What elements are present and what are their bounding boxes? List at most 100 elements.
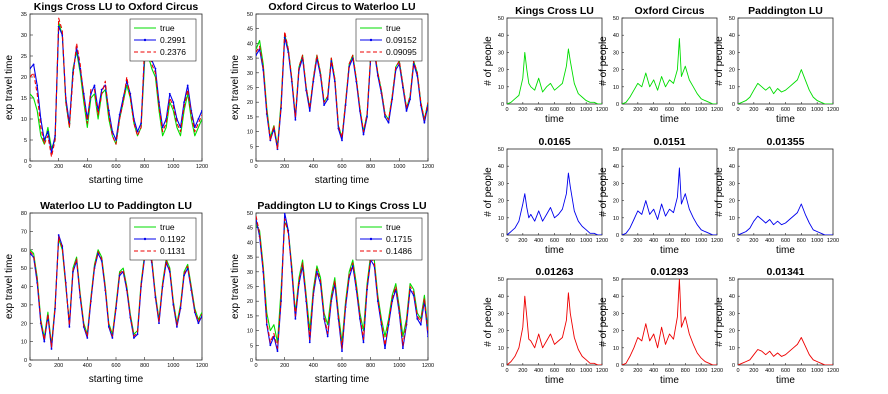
series-point — [402, 86, 404, 89]
plot-area — [737, 278, 834, 366]
chart-12: 0 200 400 600 800 1000 1200 0 10 20 30 40 50 0.01293 t… — [598, 266, 723, 386]
x-tick-label: 400 — [765, 238, 774, 244]
chart-13: 0 200 400 600 800 1000 1200 0 10 20 30 40 50 0.01341 t… — [714, 266, 839, 386]
y-tick-label: 5 — [250, 343, 253, 349]
series-point — [376, 300, 379, 303]
x-tick-label: 400 — [765, 368, 774, 374]
x-tick-label: 200 — [749, 107, 758, 113]
y-tick-label: 10 — [729, 216, 735, 222]
x-tick-label: 600 — [781, 368, 790, 374]
y-tick-label: 50 — [613, 277, 619, 283]
series-point — [107, 109, 110, 112]
x-tick-label: 600 — [337, 363, 346, 369]
series-point — [326, 98, 329, 101]
y-tick-label: 50 — [498, 277, 504, 283]
series-point — [262, 270, 265, 273]
y-tick-label: 0 — [732, 102, 735, 108]
x-tick-label: 400 — [83, 164, 92, 170]
series-point — [416, 74, 419, 77]
series-group — [256, 213, 428, 353]
legend-entry: 0.1131 — [160, 246, 186, 256]
series-group — [507, 172, 602, 235]
x-tick-label: 0 — [254, 164, 257, 170]
y-tick-label: 20 — [613, 68, 619, 74]
series-point — [265, 323, 268, 326]
y-tick-label: 45 — [247, 226, 253, 232]
y-tick-label: 0 — [616, 102, 619, 108]
x-tick-label: 1000 — [393, 363, 405, 369]
y-tick-label: 50 — [21, 266, 27, 272]
series-point — [294, 317, 297, 320]
x-tick-label: 0 — [28, 363, 31, 369]
series-point — [158, 322, 160, 325]
x-tick-label: 200 — [518, 238, 527, 244]
series-point — [312, 80, 315, 83]
x-axis-label: starting time — [315, 175, 370, 186]
series-point — [427, 104, 428, 107]
series-point — [111, 337, 114, 339]
x-tick-label: 0 — [254, 363, 257, 369]
y-tick-label: 30 — [613, 311, 619, 317]
chart-title: Kings Cross LU — [515, 5, 594, 17]
x-tick-label: 400 — [649, 238, 658, 244]
series-point — [140, 122, 142, 125]
y-tick-label: 30 — [21, 303, 27, 309]
series-point — [115, 307, 117, 310]
y-tick-label: 20 — [21, 321, 27, 327]
y-tick-label: 10 — [729, 85, 735, 91]
series-point — [133, 337, 135, 339]
y-axis-label: exp travel time — [4, 55, 15, 120]
legend-entry: 0.2376 — [160, 47, 186, 57]
series-point — [115, 139, 117, 141]
series-line-1 — [738, 203, 833, 235]
x-tick-label: 200 — [518, 107, 527, 113]
x-tick-label: 0 — [620, 368, 623, 374]
x-tick-label: 800 — [681, 238, 690, 244]
y-tick-label: 35 — [247, 56, 253, 62]
x-tick-label: 1000 — [580, 238, 592, 244]
chart-title: 0.01341 — [767, 266, 805, 278]
x-tick-label: 0 — [505, 368, 508, 374]
y-tick-label: 15 — [21, 96, 27, 102]
y-tick-label: 20 — [498, 199, 504, 205]
series-point — [161, 126, 164, 129]
y-tick-label: 50 — [498, 147, 504, 153]
x-tick-label: 400 — [534, 238, 543, 244]
series-point — [308, 341, 311, 344]
chart-1: 0 200 400 600 800 1000 1200 0 5 10 15 20 25 30 35 Kings… — [4, 1, 208, 186]
x-axis-label: time — [545, 245, 564, 256]
x-tick-label: 600 — [550, 368, 559, 374]
x-axis-label: time — [660, 375, 679, 386]
y-axis-label: # of people — [598, 36, 609, 86]
x-tick-label: 400 — [83, 363, 92, 369]
x-tick-label: 800 — [797, 238, 806, 244]
series-line-1 — [622, 167, 717, 235]
x-axis-label: time — [545, 114, 564, 125]
y-tick-label: 25 — [247, 86, 253, 92]
series-point — [90, 92, 92, 95]
y-tick-label: 40 — [613, 164, 619, 170]
series-point — [412, 63, 415, 65]
x-axis-label: time — [660, 114, 679, 125]
series-point — [118, 274, 121, 277]
x-tick-label: 600 — [550, 238, 559, 244]
legend-entry: 0.1486 — [386, 246, 412, 256]
chart-title: Oxford Circus — [634, 5, 704, 17]
y-tick-label: 25 — [21, 54, 27, 60]
series-point — [154, 296, 157, 299]
x-tick-label: 200 — [280, 363, 289, 369]
x-tick-label: 1200 — [196, 164, 208, 170]
series-point — [68, 326, 71, 328]
y-tick-label: 10 — [247, 329, 253, 335]
series-point — [276, 350, 279, 353]
chart-10: 0 200 400 600 800 1000 1200 0 10 20 30 40 50 0.01355 t… — [714, 136, 839, 256]
series-point — [283, 36, 286, 39]
series-point — [427, 335, 428, 338]
y-tick-label: 0 — [24, 358, 27, 364]
series-point — [384, 116, 386, 118]
y-tick-label: 40 — [21, 285, 27, 291]
series-point — [387, 121, 390, 124]
x-tick-label: 200 — [54, 363, 63, 369]
x-tick-label: 0 — [620, 107, 623, 113]
series-point — [30, 67, 31, 70]
